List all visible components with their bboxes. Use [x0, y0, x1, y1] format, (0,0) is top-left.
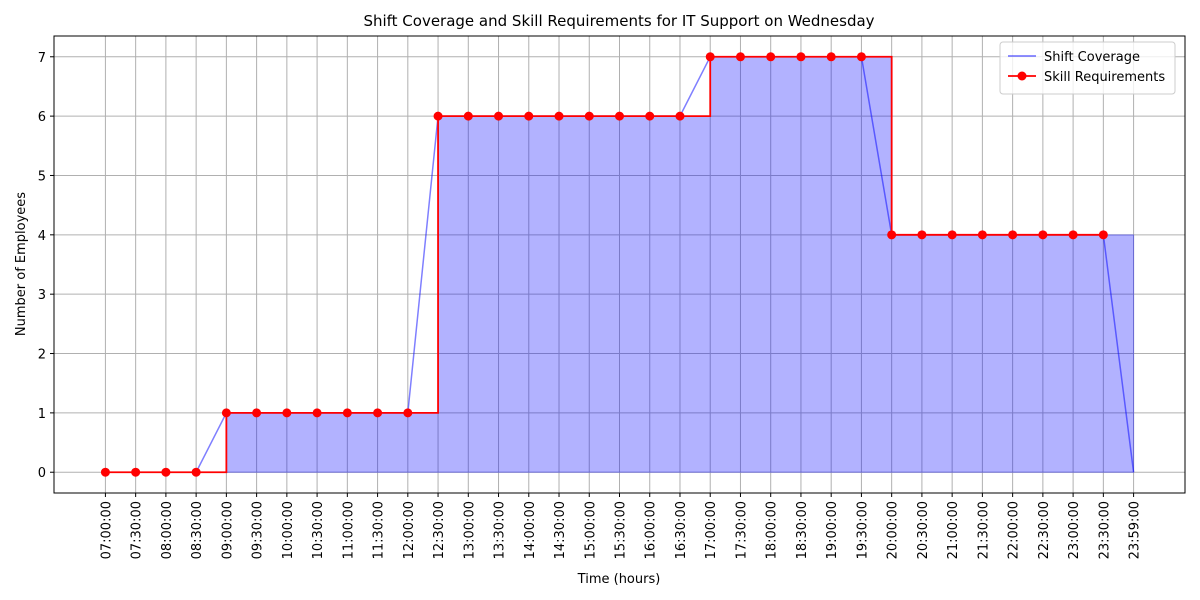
- requirements-marker: [403, 408, 413, 418]
- legend-label: Skill Requirements: [1044, 70, 1165, 85]
- y-tick-label: 2: [38, 348, 46, 363]
- requirements-marker: [342, 408, 352, 418]
- x-tick-label: 07:00:00: [99, 501, 114, 559]
- requirements-marker: [766, 52, 776, 62]
- x-tick-label: 12:30:00: [432, 501, 447, 559]
- x-tick-label: 11:30:00: [372, 501, 387, 559]
- x-tick-label: 11:00:00: [341, 501, 356, 559]
- x-tick-label: 13:00:00: [462, 501, 477, 559]
- x-tick-label: 10:00:00: [281, 501, 296, 559]
- y-tick-label: 7: [38, 51, 46, 66]
- requirements-marker: [191, 467, 201, 477]
- x-tick-label: 17:30:00: [734, 501, 749, 559]
- x-tick-label: 23:59:00: [1128, 501, 1143, 559]
- x-tick-label: 10:30:00: [311, 501, 326, 559]
- y-tick-label: 4: [38, 229, 46, 244]
- x-tick-label: 17:00:00: [704, 501, 719, 559]
- y-tick-label: 6: [38, 110, 46, 125]
- legend-marker: [1017, 71, 1027, 81]
- x-tick-label: 21:30:00: [976, 501, 991, 559]
- requirements-marker: [917, 230, 927, 240]
- x-tick-label: 14:30:00: [553, 501, 568, 559]
- requirements-marker: [221, 408, 231, 418]
- requirements-marker: [494, 111, 504, 121]
- x-tick-label: 23:00:00: [1067, 501, 1082, 559]
- requirements-marker: [856, 52, 866, 62]
- chart-title: Shift Coverage and Skill Requirements fo…: [363, 12, 874, 30]
- x-tick-label: 13:30:00: [493, 501, 508, 559]
- x-tick-label: 14:00:00: [523, 501, 538, 559]
- requirements-marker: [100, 467, 110, 477]
- requirements-marker: [554, 111, 564, 121]
- requirements-marker: [735, 52, 745, 62]
- requirements-marker: [796, 52, 806, 62]
- requirements-line: [105, 55, 1104, 474]
- legend-box: [999, 41, 1176, 95]
- requirements-marker: [947, 230, 957, 240]
- x-tick-label: 08:00:00: [160, 501, 175, 559]
- x-axis-label: Time (hours): [577, 572, 661, 587]
- requirements-marker: [433, 111, 443, 121]
- requirements-marker: [615, 111, 624, 121]
- x-tick-label: 22:30:00: [1037, 501, 1052, 559]
- x-tick-label: 15:30:00: [614, 501, 629, 559]
- x-tick-label: 07:30:00: [130, 501, 145, 559]
- x-tick-label: 20:00:00: [886, 501, 901, 559]
- x-tick-label: 19:30:00: [855, 501, 870, 559]
- x-tick-label: 20:30:00: [916, 501, 931, 559]
- requirements-marker: [252, 408, 262, 418]
- x-tick-label: 21:00:00: [946, 501, 961, 559]
- requirements-marker: [1008, 230, 1018, 240]
- requirements-marker: [675, 111, 685, 121]
- x-tick-label: 19:00:00: [825, 501, 840, 559]
- requirements-marker: [161, 467, 171, 477]
- requirements-marker: [584, 111, 594, 121]
- requirements-marker: [1038, 230, 1048, 240]
- x-tick-label: 08:30:00: [190, 501, 205, 559]
- requirements-marker: [645, 111, 655, 121]
- x-tick-label: 12:00:00: [402, 501, 417, 559]
- x-tick-label: 23:30:00: [1097, 501, 1112, 559]
- legend-label: Shift Coverage: [1044, 50, 1140, 65]
- requirements-marker: [1098, 230, 1108, 240]
- x-tick-label: 22:00:00: [1007, 501, 1022, 559]
- x-tick-label: 15:00:00: [583, 501, 598, 559]
- x-tick-label: 18:30:00: [795, 501, 810, 559]
- requirements-marker: [705, 52, 715, 62]
- requirements-marker: [887, 230, 897, 240]
- requirements-marker: [131, 467, 141, 477]
- x-tick-label: 16:30:00: [674, 501, 689, 559]
- x-tick-label: 09:30:00: [251, 501, 266, 559]
- requirements-marker: [977, 230, 987, 240]
- y-tick-label: 5: [38, 169, 46, 184]
- x-tick-label: 18:00:00: [765, 501, 780, 559]
- requirements-marker: [282, 408, 292, 418]
- x-tick-label: 16:00:00: [644, 501, 659, 559]
- requirements-marker: [826, 52, 836, 62]
- y-tick-label: 3: [38, 288, 46, 303]
- requirements-marker: [312, 408, 322, 418]
- requirements-marker: [524, 111, 534, 121]
- y-tick-label: 0: [38, 466, 46, 481]
- requirements-marker: [373, 408, 383, 418]
- plot-frame: [53, 35, 1186, 494]
- requirements-marker: [1068, 230, 1078, 240]
- y-axis-label: Number of Employees: [14, 192, 29, 336]
- x-tick-label: 09:00:00: [220, 501, 235, 559]
- requirements-marker: [463, 111, 473, 121]
- y-tick-label: 1: [38, 407, 46, 422]
- legend: Shift Coverage Skill Requirements: [999, 41, 1176, 95]
